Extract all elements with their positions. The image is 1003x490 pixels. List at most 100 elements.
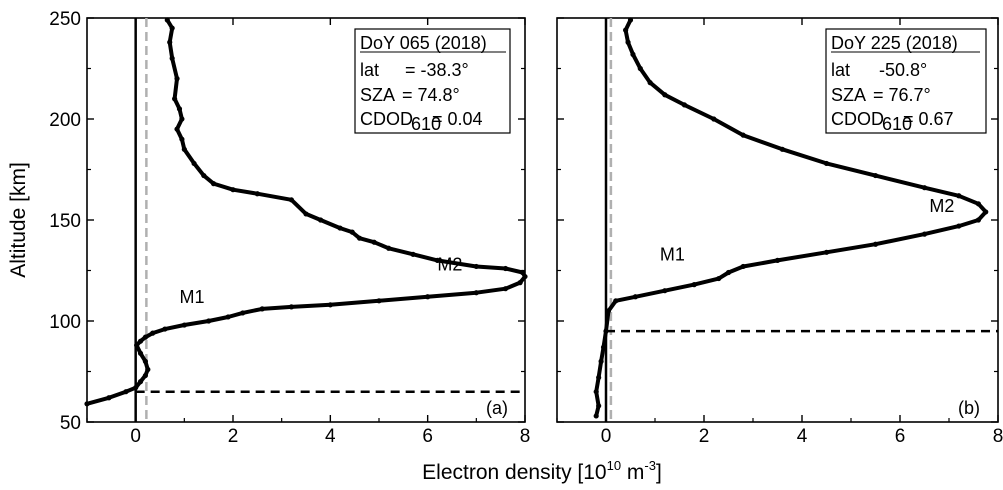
info-box-cdod-sub: 610 <box>411 114 441 134</box>
profile-point <box>473 290 479 296</box>
panel-b-info-box: DoY 225 (2018) lat -50.8° SZA = 76.7° CD… <box>825 28 987 134</box>
profile-point <box>303 211 309 217</box>
profile-point <box>254 191 260 197</box>
panel-a-series <box>84 17 528 407</box>
info-box-cdod-label: CDOD <box>831 109 884 129</box>
profile-point <box>169 25 175 31</box>
x-tick-label: 8 <box>993 426 1003 447</box>
profile-point <box>823 160 830 167</box>
y-tick-label: 250 <box>49 9 81 30</box>
panel-b: 0 2 4 6 8 M1 M2 DoY 225 (2018) lat -50.8° SZA… <box>556 17 1003 447</box>
info-box-frame <box>825 28 987 134</box>
profile-point <box>711 116 717 122</box>
profile-point <box>142 358 148 364</box>
info-box-lat-label: lat <box>831 60 850 80</box>
x-axis-title-main: Electron density [10 <box>422 461 606 484</box>
profile-point <box>142 334 148 340</box>
profile-point <box>956 223 962 229</box>
profile-point <box>181 146 187 152</box>
profile-point <box>288 197 294 203</box>
profile-point <box>662 288 668 294</box>
profile-point <box>716 275 722 282</box>
panel-b-ticks: 0 2 4 6 8 <box>556 17 1003 447</box>
x-tick-label: 4 <box>325 426 336 447</box>
info-box-sza-label: SZA <box>360 85 395 105</box>
info-box-cdod-label: CDOD <box>360 109 413 129</box>
info-box-cdod-sub: 610 <box>882 114 912 134</box>
profile-point <box>975 217 982 223</box>
profile-point <box>632 294 639 300</box>
profile-point <box>593 413 599 419</box>
layer-label-m1: M1 <box>660 244 685 264</box>
panel-a-annotations: M1 M2 <box>179 255 462 307</box>
profile-point <box>133 385 139 391</box>
profile-point <box>956 193 962 199</box>
profile-point <box>823 249 830 255</box>
profile-point <box>627 17 634 23</box>
profile-point <box>637 65 643 72</box>
profile-point <box>473 263 479 270</box>
profile-point <box>181 322 187 328</box>
profile-point <box>593 389 599 395</box>
panel-a: 0 2 4 6 8 50 100 150 200 250 M1 M2 DoY 065 (2018) … <box>49 9 530 447</box>
profile-point <box>630 51 636 57</box>
profile-point <box>134 342 140 348</box>
profile-point <box>603 328 609 334</box>
info-box-lat-value: = -38.3° <box>405 60 469 80</box>
profile-point <box>605 308 612 314</box>
profile-point <box>179 116 185 122</box>
panel-b-reference-lines <box>604 18 998 422</box>
profile-point <box>425 294 431 300</box>
profile-point <box>240 310 246 316</box>
profile-point <box>502 286 509 292</box>
info-box-sza-value: = 76.7° <box>873 85 931 105</box>
profile-point <box>517 280 523 286</box>
profile-point <box>740 132 746 138</box>
info-box-sza-label: SZA <box>831 85 866 105</box>
profile-point <box>210 181 217 187</box>
profile-point <box>983 209 989 215</box>
profile-point <box>179 136 185 142</box>
profile-point <box>137 350 144 356</box>
profile-point <box>691 282 697 288</box>
profile-point <box>623 27 629 33</box>
profile-line <box>594 18 988 418</box>
profile-point <box>662 92 668 98</box>
profile-point <box>191 160 197 167</box>
profile-point <box>774 257 781 263</box>
profile-point <box>740 263 746 270</box>
profile-point <box>371 239 377 245</box>
profile-point <box>519 269 526 276</box>
profile-point <box>598 358 604 364</box>
profile-point <box>613 298 619 304</box>
x-tick-label: 4 <box>797 426 808 447</box>
x-axis-title-exp2: -3 <box>644 458 656 473</box>
profile-point <box>386 245 392 251</box>
profile-point <box>123 389 129 395</box>
profile-point <box>174 76 180 82</box>
profile-point <box>142 372 148 379</box>
profile-point <box>162 326 168 332</box>
profile-point <box>106 395 112 401</box>
profile-point <box>434 257 440 263</box>
profile-point <box>975 201 982 207</box>
panel-a-label: (a) <box>486 398 508 418</box>
profile-point <box>779 146 786 152</box>
layer-label-m2: M2 <box>929 196 954 216</box>
profile-point <box>921 231 928 237</box>
x-tick-label: 6 <box>895 426 906 447</box>
x-axis-title-exp1: 10 <box>607 458 621 473</box>
profile-point <box>206 318 212 324</box>
info-box-cdod-value: = 0.04 <box>432 109 483 129</box>
profile-point <box>145 366 151 373</box>
profile-point <box>376 298 382 304</box>
profile-point <box>356 235 363 241</box>
panel-a-ticks: 0 2 4 6 8 50 100 150 200 250 <box>49 9 530 447</box>
layer-label-m2: M2 <box>437 255 462 275</box>
info-box-title: DoY 225 (2018) <box>831 33 958 53</box>
profile-point <box>725 269 732 276</box>
profile-point <box>410 251 416 257</box>
profile-point <box>164 17 170 23</box>
panel-a-info-box: DoY 065 (2018) lat = -38.3° SZA = 74.8° … <box>354 28 511 134</box>
